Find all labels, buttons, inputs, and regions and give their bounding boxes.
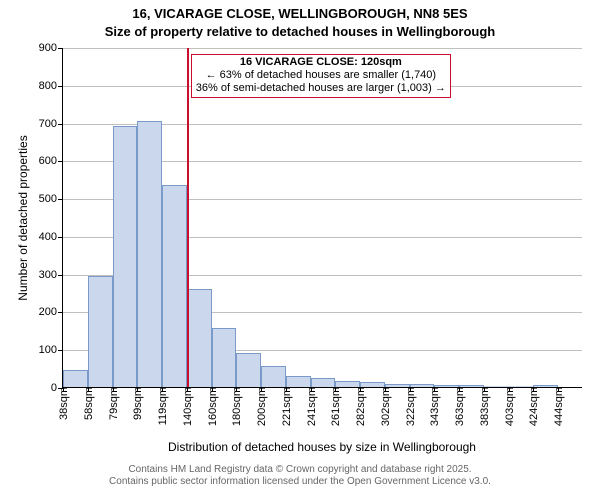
- annotation-box: 16 VICARAGE CLOSE: 120sqm← 63% of detach…: [191, 54, 451, 98]
- xtick-label: 79sqm: [106, 387, 120, 420]
- histogram-bar: [311, 378, 336, 387]
- chart-title: 16, VICARAGE CLOSE, WELLINGBOROUGH, NN8 …: [0, 6, 600, 21]
- histogram-bar: [212, 328, 237, 387]
- histogram-bar: [63, 370, 88, 387]
- xtick-label: 99sqm: [130, 387, 144, 420]
- xtick-label: 261sqm: [328, 387, 342, 426]
- ytick-label: 800: [39, 80, 63, 92]
- xtick-label: 140sqm: [180, 387, 194, 426]
- histogram-bar: [162, 185, 187, 387]
- xtick-label: 282sqm: [353, 387, 367, 426]
- footer-attribution: Contains HM Land Registry data © Crown c…: [0, 464, 600, 488]
- xtick-label: 160sqm: [205, 387, 219, 426]
- xtick-label: 363sqm: [452, 387, 466, 426]
- ytick-label: 100: [39, 344, 63, 356]
- y-axis-label: Number of detached properties: [16, 48, 30, 388]
- x-axis-label: Distribution of detached houses by size …: [62, 440, 582, 454]
- xtick-label: 444sqm: [551, 387, 565, 426]
- xtick-label: 383sqm: [477, 387, 491, 426]
- xtick-label: 200sqm: [254, 387, 268, 426]
- plot-area: 010020030040050060070080090038sqm58sqm79…: [62, 48, 582, 388]
- histogram-bar: [137, 121, 162, 387]
- xtick-label: 119sqm: [155, 387, 169, 425]
- histogram-bar: [261, 366, 286, 387]
- xtick-label: 241sqm: [304, 387, 318, 426]
- xtick-label: 322sqm: [403, 387, 417, 426]
- xtick-label: 180sqm: [229, 387, 243, 426]
- ytick-label: 600: [39, 155, 63, 167]
- footer-line-1: Contains HM Land Registry data © Crown c…: [0, 464, 600, 476]
- annotation-line-2: ← 63% of detached houses are smaller (1,…: [196, 69, 446, 82]
- histogram-bar: [236, 353, 261, 387]
- xtick-label: 302sqm: [378, 387, 392, 426]
- ytick-label: 500: [39, 193, 63, 205]
- ytick-label: 900: [39, 42, 63, 54]
- xtick-label: 38sqm: [56, 387, 70, 420]
- annotation-line-3: 36% of semi-detached houses are larger (…: [196, 82, 446, 95]
- histogram-bar: [187, 289, 212, 387]
- histogram-bar: [88, 276, 113, 387]
- xtick-label: 221sqm: [279, 387, 293, 426]
- annotation-main: 16 VICARAGE CLOSE: 120sqm: [196, 56, 446, 69]
- ytick-label: 700: [39, 118, 63, 130]
- ytick-label: 200: [39, 306, 63, 318]
- xtick-label: 403sqm: [502, 387, 516, 426]
- gridline: [63, 48, 582, 49]
- footer-line-2: Contains public sector information licen…: [0, 476, 600, 488]
- ytick-label: 400: [39, 231, 63, 243]
- chart-subtitle: Size of property relative to detached ho…: [0, 24, 600, 39]
- xtick-label: 58sqm: [81, 387, 95, 420]
- xtick-label: 424sqm: [526, 387, 540, 426]
- histogram-chart: 16, VICARAGE CLOSE, WELLINGBOROUGH, NN8 …: [0, 0, 600, 500]
- histogram-bar: [286, 376, 311, 387]
- histogram-bar: [113, 126, 138, 387]
- ytick-label: 300: [39, 269, 63, 281]
- xtick-label: 343sqm: [427, 387, 441, 426]
- property-marker-line: [187, 48, 189, 387]
